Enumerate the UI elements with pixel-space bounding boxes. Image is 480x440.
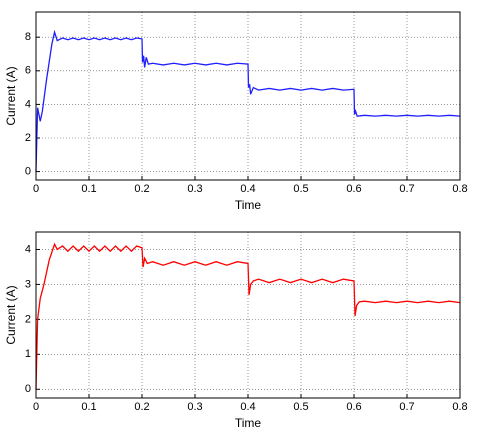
x-tick-label: 0 [33, 401, 39, 413]
x-tick-label: 0.6 [346, 183, 361, 195]
x-axis-label: Time [235, 198, 262, 212]
y-tick-label: 0 [25, 166, 31, 178]
y-tick-label: 2 [25, 132, 31, 144]
y-tick-label: 2 [25, 313, 31, 325]
x-tick-label: 0.5 [293, 183, 308, 195]
y-axis-label: Current (A) [4, 66, 18, 125]
y-tick-label: 8 [25, 31, 31, 43]
x-tick-label: 0.4 [240, 401, 255, 413]
x-tick-label: 0.5 [293, 401, 308, 413]
y-tick-label: 1 [25, 348, 31, 360]
y-tick-label: 0 [25, 383, 31, 395]
x-tick-label: 0 [33, 183, 39, 195]
x-tick-label: 0.2 [134, 401, 149, 413]
x-tick-label: 0.8 [452, 401, 467, 413]
x-tick-label: 0.7 [399, 401, 414, 413]
y-axis-label: Current (A) [4, 285, 18, 344]
x-tick-label: 0.8 [452, 183, 467, 195]
y-tick-label: 6 [25, 65, 31, 77]
y-tick-label: 4 [25, 243, 31, 255]
x-tick-label: 0.2 [134, 183, 149, 195]
x-tick-label: 0.3 [187, 401, 202, 413]
y-tick-label: 4 [25, 98, 31, 110]
x-tick-label: 0.7 [399, 183, 414, 195]
x-tick-label: 0.1 [81, 401, 96, 413]
series-line [35, 29, 461, 172]
y-tick-label: 3 [25, 278, 31, 290]
x-tick-label: 0.4 [240, 183, 255, 195]
axes-frame [35, 11, 461, 181]
x-tick-label: 0.6 [346, 401, 361, 413]
series-line [35, 242, 461, 390]
x-tick-label: 0.1 [81, 183, 96, 195]
axes-frame [35, 231, 461, 399]
x-axis-label: Time [235, 416, 262, 430]
x-tick-label: 0.3 [187, 183, 202, 195]
